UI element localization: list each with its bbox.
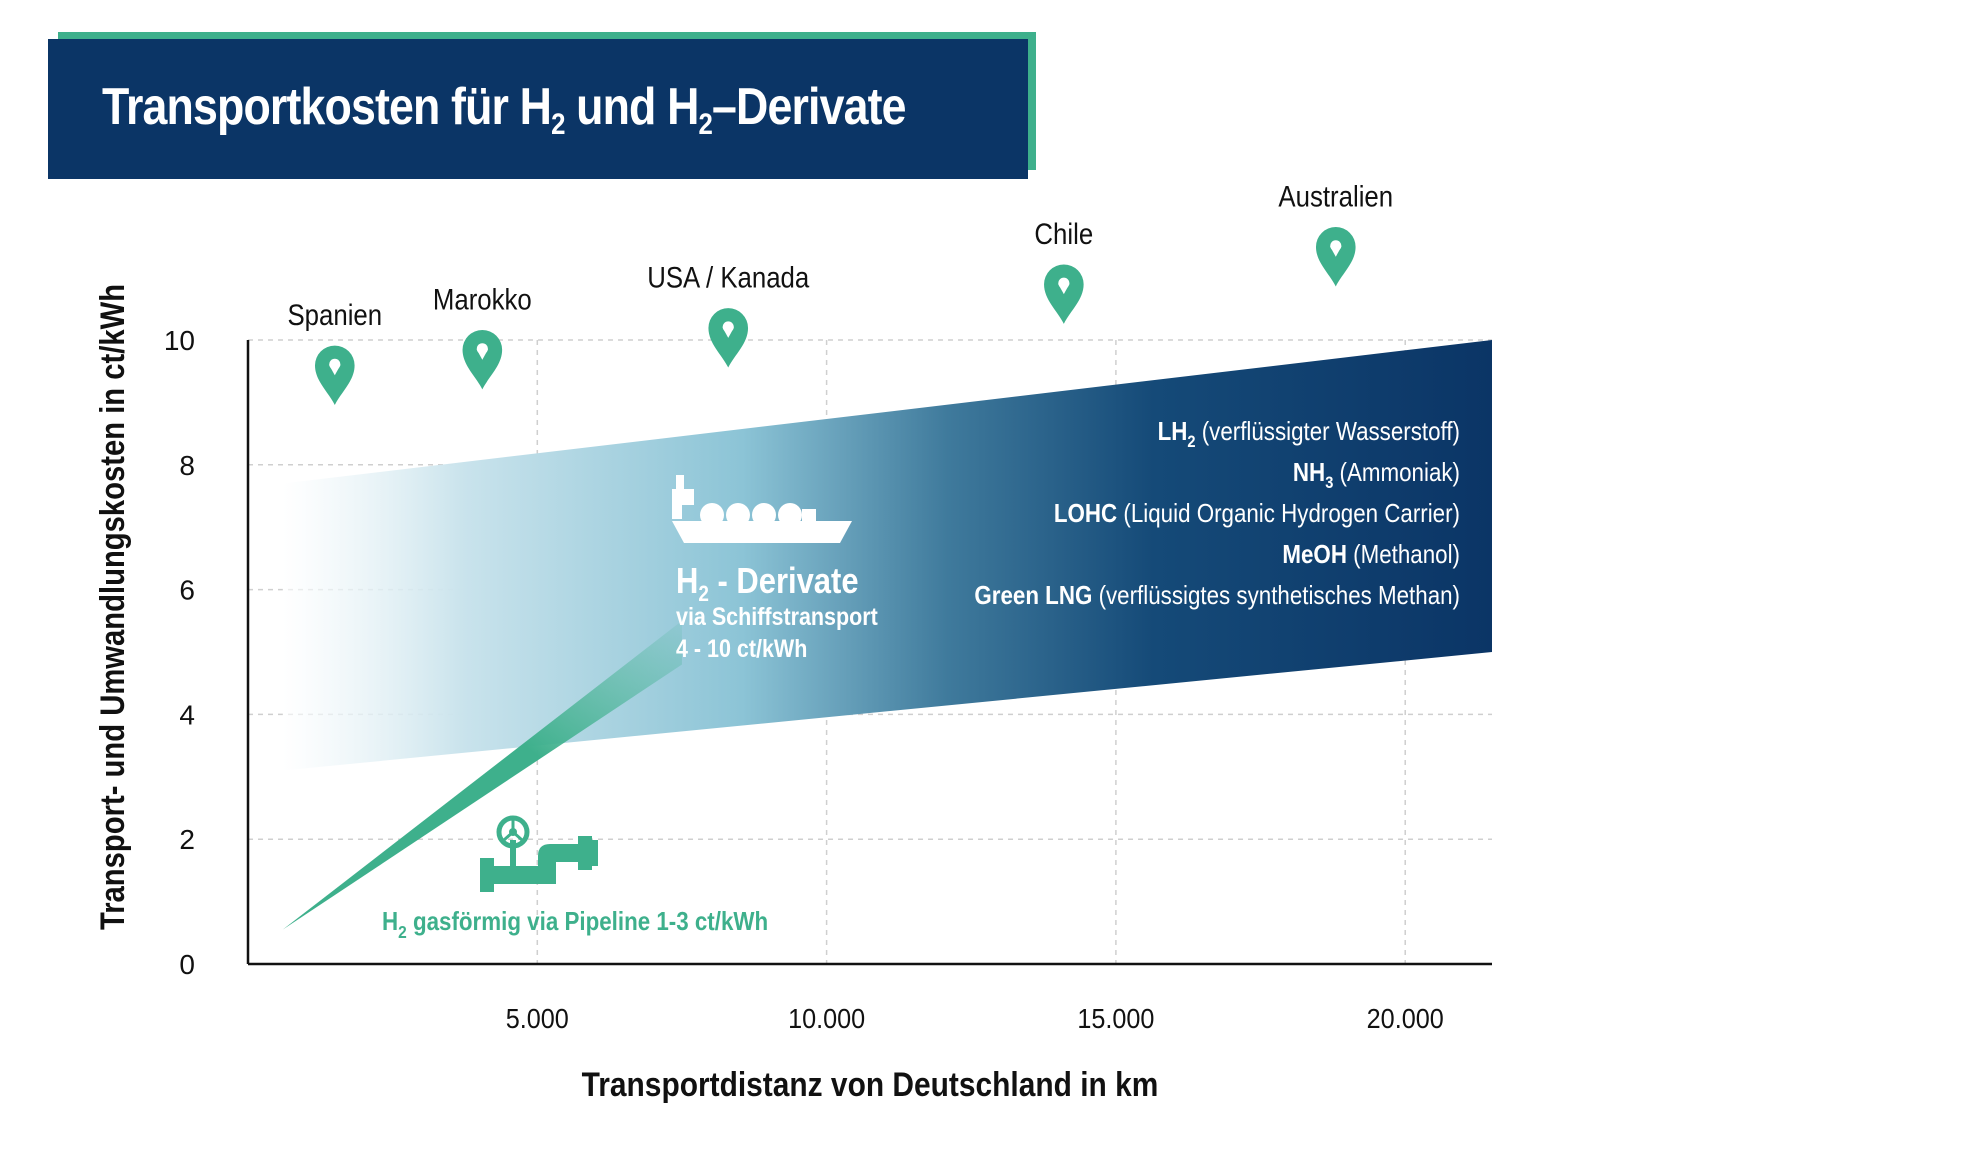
y-tick-label: 0 [179,949,195,980]
title-banner: Transportkosten für H2 und H2–Derivate [48,39,1028,179]
pipeline-band [282,620,682,930]
derivate-band [282,340,1492,771]
y-tick-label: 2 [179,824,195,855]
location-label: Chile [1034,217,1093,250]
legend-item: MeOH (Methanol) [1282,540,1460,569]
location-pin-icon [1044,264,1084,324]
x-axis-label: Transportdistanz von Deutschland in km [582,1065,1159,1103]
y-axis-label: Transport- und Umwandlungskosten in ct/k… [93,284,132,930]
x-tick-label: 10.000 [788,1003,865,1035]
derivate-annotation-line2: via Schiffstransport [676,602,878,630]
location-marker: Marokko [433,283,532,390]
legend-item: Green LNG (verflüssigtes synthetisches M… [974,581,1460,610]
pipeline-annotation: H2 gasförmig via Pipeline 1-3 ct/kWh [382,907,768,942]
location-marker: USA / Kanada [647,261,810,368]
location-marker: Australien [1278,180,1393,287]
location-pin-icon [1315,227,1356,287]
derivate-legend: LH2 (verflüssigter Wasserstoff) NH3 (Ammo… [974,417,1460,610]
y-tick-label: 4 [179,699,195,730]
derivate-annotation-line3: 4 - 10 ct/kWh [676,634,807,662]
location-marker: Spanien [287,298,382,405]
x-tick-label: 15.000 [1077,1003,1154,1035]
tick-labels: 0 2 4 6 8 10 5.000 10.000 15.000 20.000 [164,325,1444,1034]
y-tick-label: 8 [179,450,195,481]
derivate-annotation-title: H2 - Derivate [676,562,859,606]
chart-title: Transportkosten für H2 und H2–Derivate [102,77,907,141]
location-label: USA / Kanada [647,261,809,294]
area-series [282,340,1492,930]
axes [246,340,1492,966]
pipeline-icon [480,815,598,892]
y-tick-label: 10 [164,325,195,356]
legend-item: NH3 (Ammoniak) [1293,458,1460,492]
x-tick-label: 20.000 [1367,1003,1444,1035]
location-pin-icon [314,345,355,405]
location-label: Marokko [433,283,532,316]
location-markers: Spanien Marokko USA / Kanada Chile Australie… [287,180,1393,405]
location-pin-icon [462,330,503,390]
location-label: Spanien [287,298,382,331]
legend-item: LH2 (verflüssigter Wasserstoff) [1158,417,1460,451]
x-tick-label: 5.000 [506,1003,569,1035]
legend-item: LOHC (Liquid Organic Hydrogen Carrier) [1054,499,1460,528]
ship-icon [672,475,852,543]
y-tick-label: 6 [179,575,195,606]
location-pin-icon [708,308,749,368]
location-marker: Chile [1034,217,1093,324]
location-label: Australien [1278,180,1393,213]
